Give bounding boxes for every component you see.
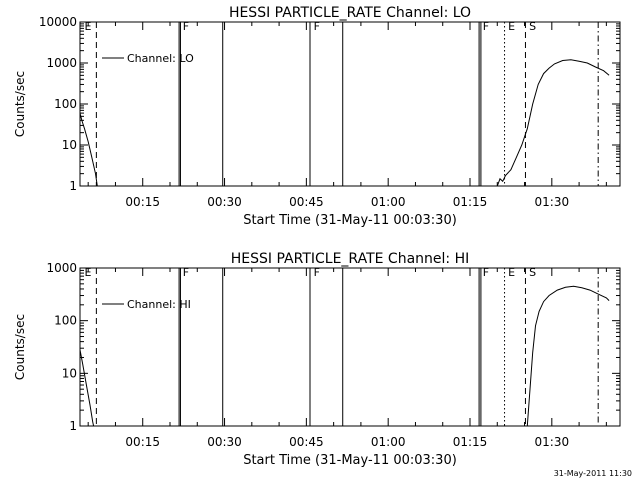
flag-label-s: S xyxy=(529,266,536,279)
x-axis-label: Start Time (31-May-11 00:03:30) xyxy=(243,453,457,468)
plot-frame xyxy=(79,21,621,187)
chart-title: HESSI PARTICLE_RATE Channel: HI xyxy=(231,251,469,267)
x-tick-label: 01:00 xyxy=(371,435,406,449)
flag-label-e: E xyxy=(508,20,515,33)
x-tick-label: 01:00 xyxy=(371,195,406,209)
flag-label-s: S xyxy=(529,20,536,33)
x-tick-label: 00:15 xyxy=(125,195,160,209)
x-tick-label: 01:30 xyxy=(535,195,570,209)
chart-title: HESSI PARTICLE_RATE Channel: LO xyxy=(229,5,471,21)
flag-label-f: F xyxy=(483,20,489,33)
flag-label-f: F xyxy=(314,20,320,33)
x-tick-label: 00:45 xyxy=(289,435,324,449)
y-tick-label: 1 xyxy=(69,419,77,433)
series-line-segment-2 xyxy=(526,285,610,426)
y-tick-label: 1000 xyxy=(46,56,77,70)
flag-label-f: F xyxy=(483,266,489,279)
x-tick-label: 01:15 xyxy=(453,195,488,209)
y-tick-label: 100 xyxy=(54,97,77,111)
plot-frame xyxy=(79,267,621,427)
series-line-segment-1 xyxy=(80,112,98,186)
x-tick-label: 01:15 xyxy=(453,435,488,449)
x-tick-label: 00:30 xyxy=(207,195,242,209)
panel-1: HESSI PARTICLE_RATE Channel: LO Start Tim… xyxy=(13,5,621,228)
flag-label-f: F xyxy=(314,266,320,279)
flag-label-f: F xyxy=(183,20,189,33)
flag-label-e: E xyxy=(85,20,92,33)
y-tick-label: 100 xyxy=(54,314,77,328)
y-tick-label: 10 xyxy=(62,366,77,380)
x-axis-label: Start Time (31-May-11 00:03:30) xyxy=(243,213,457,228)
x-tick-label: 00:45 xyxy=(289,195,324,209)
flag-label-e: E xyxy=(85,266,92,279)
y-axis-label: Counts/sec xyxy=(13,71,27,137)
x-tick-label: 00:15 xyxy=(125,435,160,449)
y-tick-label: 10 xyxy=(62,138,77,152)
legend-label: Channel: LO xyxy=(127,52,194,65)
flag-label-e: E xyxy=(508,266,515,279)
x-tick-label: 00:30 xyxy=(207,435,242,449)
footer-timestamp: 31-May-2011 11:30 xyxy=(553,469,632,478)
flag-label-f: F xyxy=(183,266,189,279)
y-tick-label: 1 xyxy=(69,179,77,193)
legend-label: Channel: HI xyxy=(127,298,191,311)
series-line-segment-2 xyxy=(496,59,610,186)
x-tick-label: 01:30 xyxy=(535,435,570,449)
panel-2: HESSI PARTICLE_RATE Channel: HI Start Tim… xyxy=(13,251,621,468)
series-line-segment-1 xyxy=(80,349,95,426)
y-tick-label: 1000 xyxy=(46,261,77,275)
y-axis-label: Counts/sec xyxy=(13,314,27,380)
y-tick-label: 10000 xyxy=(39,15,77,29)
